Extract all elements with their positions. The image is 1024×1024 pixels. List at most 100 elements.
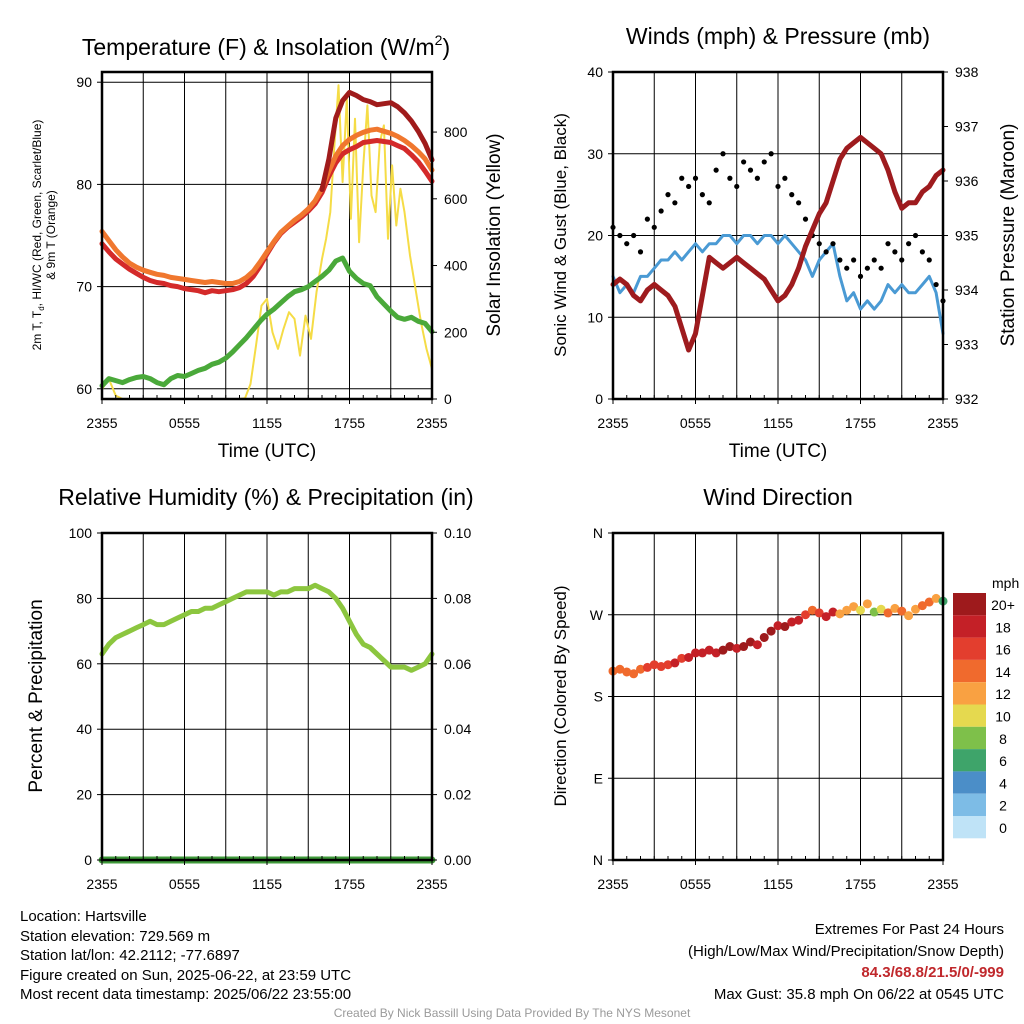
direction-point (656, 662, 666, 672)
direction-point (883, 608, 893, 618)
gust-point (754, 175, 760, 181)
gust-point (906, 241, 912, 247)
direction-point (856, 605, 865, 615)
gust-point (637, 249, 644, 255)
y-tick-label-left: 40 (76, 721, 92, 737)
direction-point (869, 607, 879, 617)
gust-point (665, 192, 671, 198)
gust-point (741, 159, 747, 165)
legend-label: 20+ (991, 597, 1015, 613)
y-tick-label-right: 600 (444, 191, 468, 207)
gust-point (720, 151, 726, 157)
legend-swatch (953, 637, 986, 660)
direction-point (739, 642, 749, 652)
winds-series (610, 134, 946, 353)
direction-point (622, 667, 632, 677)
gust-point (864, 265, 870, 271)
station-elevation: Station elevation: 729.569 m (20, 927, 211, 945)
gust-point (919, 249, 925, 255)
legend-label: 8 (999, 731, 1007, 747)
humidity-tick-labels: 2355 0555 1155 1755 2355 0 20 40 60 80 100 0.00 0.02… (69, 525, 472, 892)
legend-label: 2 (999, 798, 1007, 814)
gust-point (816, 241, 822, 247)
temperature-ylabel-left-line2: & 9m T (Orange) (44, 190, 58, 280)
x-tick-label: 2355 (597, 415, 628, 431)
direction-point (876, 604, 886, 614)
direction-point (835, 609, 845, 619)
gust-point (699, 192, 705, 198)
y-tick-label-left: N (593, 525, 603, 541)
direction-point (801, 610, 810, 620)
direction-point (670, 658, 680, 668)
x-tick-label: 2355 (927, 876, 958, 892)
y-tick-label-right: 934 (955, 282, 979, 298)
y-tick-label-right: 936 (955, 173, 979, 189)
legend-swatch (953, 593, 986, 616)
direction-point (787, 617, 797, 627)
gust-point (823, 249, 829, 255)
y-tick-label-left: 70 (76, 279, 92, 295)
temperature-ylabel-right: Solar Insolation (Yellow) (484, 133, 505, 336)
legend-label: 0 (999, 820, 1007, 836)
direction-point (842, 605, 852, 615)
gust-point (885, 241, 891, 247)
x-tick-label: 2355 (86, 876, 117, 892)
gust-point (837, 257, 843, 263)
y-tick-label-left: E (594, 770, 603, 786)
humidity-grid (102, 532, 432, 861)
legend-label: 12 (995, 686, 1011, 702)
y-tick-label-left: 10 (587, 309, 603, 325)
gust-point (686, 183, 692, 190)
gust-point (899, 257, 905, 263)
legend-swatch (953, 659, 986, 683)
direction-point (917, 601, 927, 611)
extremes-info: Extremes For Past 24 Hours (High/Low/Max… (688, 919, 1004, 1005)
y-tick-label-right: 800 (444, 124, 468, 140)
x-tick-label: 1155 (252, 876, 282, 892)
y-tick-label-left: 80 (76, 590, 92, 606)
y-tick-label-right: 200 (444, 324, 468, 340)
y-tick-label-right: 0.04 (444, 721, 471, 737)
y-tick-label-left: 100 (69, 525, 93, 541)
direction-point (862, 599, 872, 609)
gust-point (617, 232, 623, 239)
direction-point (931, 593, 941, 603)
x-tick-label: 1755 (845, 876, 876, 892)
legend-swatch (953, 793, 986, 816)
legend-swatch (953, 726, 986, 750)
y-tick-label-left: 60 (76, 656, 92, 672)
direction-point (904, 611, 914, 621)
gust-point (747, 167, 754, 173)
legend-swatch (953, 771, 986, 794)
gust-point (796, 200, 802, 206)
x-tick-label: 0555 (680, 876, 711, 892)
gust-point (658, 208, 664, 214)
x-tick-label: 2355 (86, 415, 117, 431)
y-tick-label-left: 80 (76, 176, 92, 192)
direction-point (828, 607, 838, 617)
winds-ylabel-left: Sonic Wind & Gust (Blue, Black) (551, 113, 570, 357)
direction-point (642, 662, 652, 672)
y-tick-label-right: 400 (444, 258, 468, 274)
gust-point (775, 183, 781, 190)
gust-point (871, 257, 877, 263)
temperature-line (319, 89, 435, 192)
direction-point (759, 632, 769, 642)
direction-tick-labels: 2355 0555 1155 1755 2355 N E S W N (590, 525, 959, 892)
y-tick-label-right: 0 (444, 391, 452, 407)
winds-panel: Winds (mph) & Pressure (mb) 2355 0555 1155… (551, 23, 1019, 462)
gust-point (892, 249, 898, 255)
gust-point (679, 175, 685, 181)
y-tick-label-right: 0.10 (444, 525, 471, 541)
y-tick-label-right: 933 (955, 337, 979, 353)
temperature-panel: Temperature (F) & Insolation (W/m2) 2355… (30, 32, 505, 462)
station-info: Location: Hartsville Station elevation: … (20, 907, 351, 1005)
legend-swatch (953, 704, 986, 727)
x-tick-label: 2355 (416, 415, 447, 431)
gust-point (789, 192, 795, 198)
winds-grid (613, 71, 943, 400)
gust-point (651, 224, 657, 230)
temperature-ylabel-left: 2m T, Td, HI/WC (Red, Green, Scarlet/Blu… (30, 120, 46, 351)
gust-point (727, 175, 733, 181)
direction-point (732, 643, 742, 653)
